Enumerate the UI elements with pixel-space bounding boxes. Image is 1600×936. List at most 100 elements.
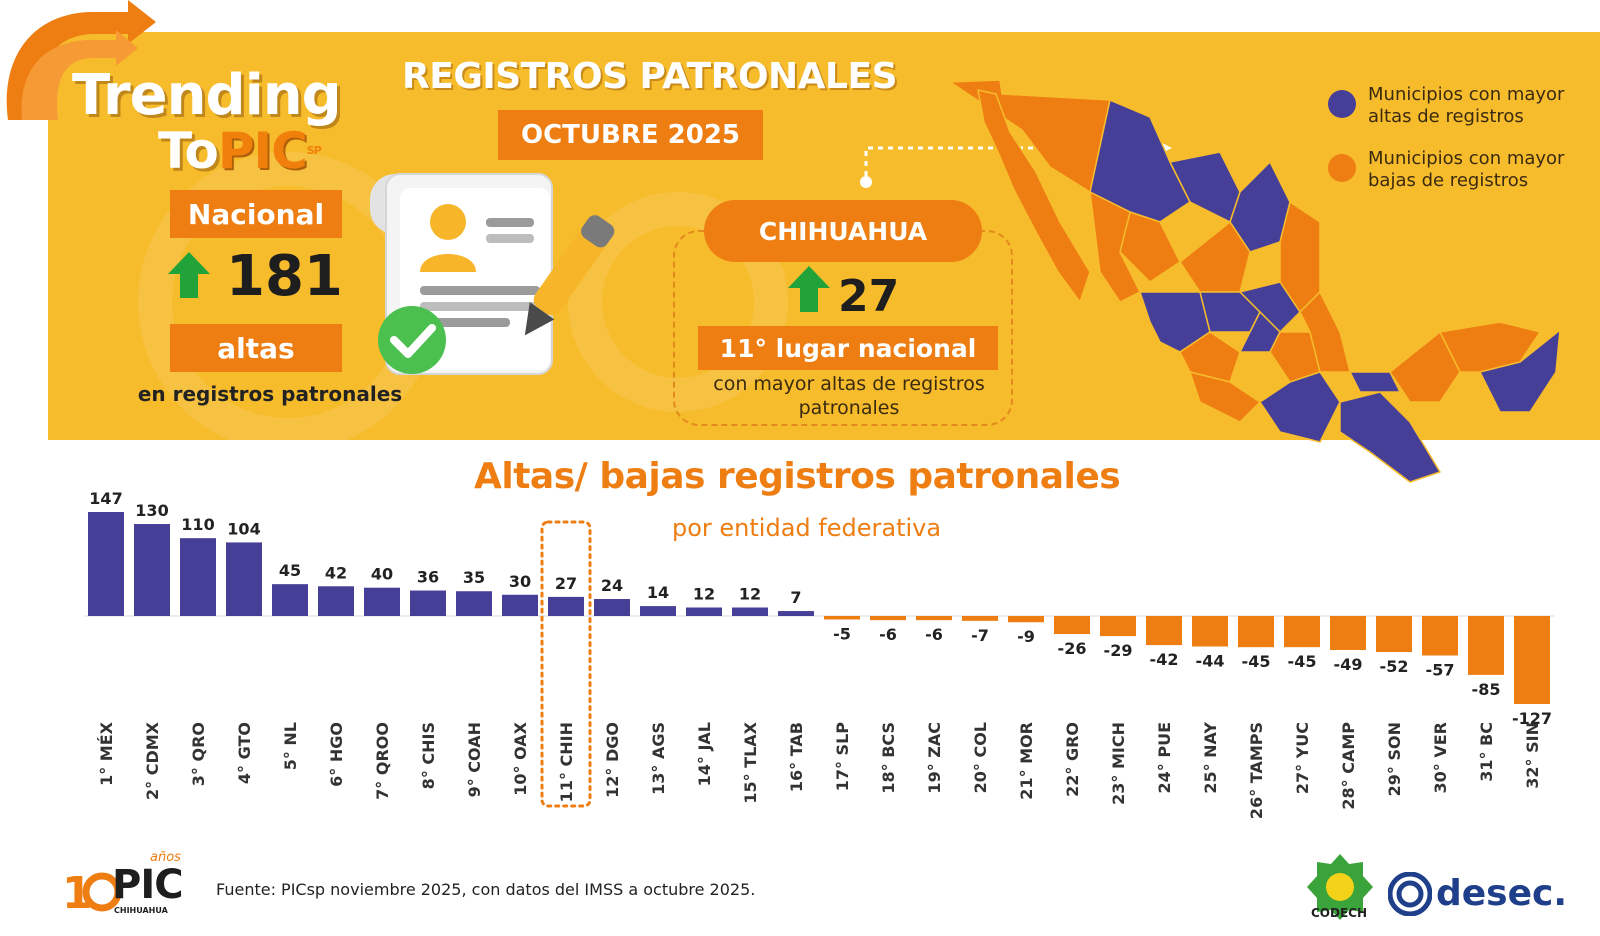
category-label-26: 27° YUC <box>1293 722 1312 794</box>
value-label-27: -49 <box>1334 655 1363 674</box>
value-labels-group: 147 130 110 104 45 42 40 36 35 30 27 24 14 12 12 7 -5 -6 -… <box>89 489 1552 728</box>
value-label-4: 45 <box>279 561 301 580</box>
mexico-map <box>949 79 1561 483</box>
map-mexico <box>1239 311 1281 353</box>
category-label-9: 10° OAX <box>511 721 530 795</box>
bar-19 <box>962 616 998 621</box>
value-label-20: -9 <box>1017 627 1035 646</box>
value-label-29: -57 <box>1426 660 1455 679</box>
bar-30 <box>1468 616 1504 675</box>
bar-0 <box>88 512 124 616</box>
category-label-15: 16° TAB <box>787 722 806 792</box>
chart-title: Altas/ bajas registros patronales <box>474 456 1121 497</box>
value-label-6: 40 <box>371 565 393 584</box>
chihuahua-description: con mayor altas de registros patronales <box>713 373 985 419</box>
bar-20 <box>1008 616 1044 623</box>
category-label-17: 18° BCS <box>879 722 898 794</box>
legend-label-bajas: Municipios con mayor bajas de registros <box>1368 148 1565 191</box>
category-label-10: 11° CHIH <box>557 722 576 802</box>
footer-logo-text: PIC <box>112 862 184 908</box>
footer-logo-years: años <box>150 850 181 865</box>
desec-logo-icon <box>1388 872 1432 916</box>
bars-group <box>84 512 1554 704</box>
bar-23 <box>1146 616 1182 646</box>
map-hidalgo <box>1239 281 1301 333</box>
bar-1 <box>134 524 170 616</box>
value-label-2: 110 <box>181 515 214 534</box>
brand-pic: PIC <box>217 122 308 180</box>
pic-logo-icon: 1 <box>62 868 122 919</box>
brand-to: To <box>158 122 219 180</box>
value-label-30: -85 <box>1472 680 1501 699</box>
bar-28 <box>1376 616 1412 653</box>
map-tabasco <box>1349 371 1401 393</box>
category-label-30: 31° BC <box>1477 722 1496 782</box>
category-label-27: 28° CAMP <box>1339 722 1358 810</box>
category-label-24: 25° NAY <box>1201 722 1220 794</box>
bar-6 <box>364 587 400 616</box>
bar-chart: 147 130 110 104 45 42 40 36 35 30 27 24 14 12 12 7 -5 -6 -… <box>84 489 1554 819</box>
value-label-16: -5 <box>833 624 851 643</box>
codech-logo-icon <box>1307 854 1373 920</box>
category-label-0: 1° MÉX <box>97 721 116 786</box>
main-title: REGISTROS PATRONALES <box>402 56 898 97</box>
bar-17 <box>870 616 906 621</box>
national-label: Nacional <box>170 190 342 238</box>
value-label-21: -26 <box>1058 639 1087 658</box>
category-label-25: 26° TAMPS <box>1247 722 1266 819</box>
value-label-10: 27 <box>555 574 577 593</box>
highlight-frame <box>540 520 592 808</box>
map-campeche <box>1389 331 1461 403</box>
desec-label: desec. <box>1436 873 1568 914</box>
value-label-15: 7 <box>790 588 801 607</box>
value-label-1: 130 <box>135 501 168 520</box>
bar-8 <box>456 591 492 616</box>
bar-27 <box>1330 616 1366 650</box>
map-quintana-roo <box>1479 329 1561 413</box>
bar-2 <box>180 538 216 616</box>
source-note: Fuente: PICsp noviembre 2025, con datos … <box>216 880 756 899</box>
bar-7 <box>410 590 446 616</box>
document-check-icon <box>370 173 615 375</box>
codech-label: CODECH <box>1310 906 1367 920</box>
bar-14 <box>732 607 768 616</box>
map-chiapas <box>1339 391 1441 483</box>
arrow-up-icon <box>788 266 830 312</box>
category-label-23: 24° PUE <box>1155 722 1174 793</box>
legend-dot-bajas <box>1328 154 1356 182</box>
footer-logo-sub: CHIHUAHUA <box>114 906 168 915</box>
value-label-5: 42 <box>325 563 347 582</box>
category-label-14: 15° TLAX <box>741 721 760 803</box>
category-label-12: 13° AGS <box>649 722 668 795</box>
category-label-8: 9° COAH <box>465 722 484 797</box>
value-label-3: 104 <box>227 519 260 538</box>
category-label-5: 6° HGO <box>327 722 346 787</box>
category-label-19: 20° COL <box>971 722 990 793</box>
value-label-24: -44 <box>1196 651 1225 670</box>
value-label-12: 14 <box>647 583 669 602</box>
bar-9 <box>502 594 538 616</box>
bar-29 <box>1422 616 1458 656</box>
category-label-1: 2° CDMX <box>143 721 162 800</box>
value-label-14: 12 <box>739 585 761 604</box>
category-label-22: 23° MICH <box>1109 722 1128 805</box>
chihuahua-label: CHIHUAHUA <box>704 200 982 262</box>
bar-12 <box>640 606 676 616</box>
bar-25 <box>1238 616 1274 648</box>
legend-dot-altas <box>1328 90 1356 118</box>
category-label-13: 14° JAL <box>695 722 714 786</box>
bar-15 <box>778 611 814 616</box>
brand-topic: ToPICSP <box>158 126 322 176</box>
bar-11 <box>594 599 630 616</box>
category-label-29: 30° VER <box>1431 722 1450 793</box>
map-legend: Municipios con mayor altas de registros … <box>1328 84 1598 212</box>
national-value: 181 <box>226 244 343 309</box>
value-label-8: 35 <box>463 568 485 587</box>
category-label-4: 5° NL <box>281 722 300 770</box>
value-label-18: -6 <box>925 625 943 644</box>
bar-22 <box>1100 616 1136 637</box>
category-labels-group: 1° MÉX 2° CDMX 3° QRO 4° GTO 5° NL 6° HGO 7° Q… <box>97 721 1542 819</box>
value-label-13: 12 <box>693 585 715 604</box>
bar-4 <box>272 584 308 616</box>
chihuahua-rank: 11° lugar nacional <box>698 326 998 370</box>
